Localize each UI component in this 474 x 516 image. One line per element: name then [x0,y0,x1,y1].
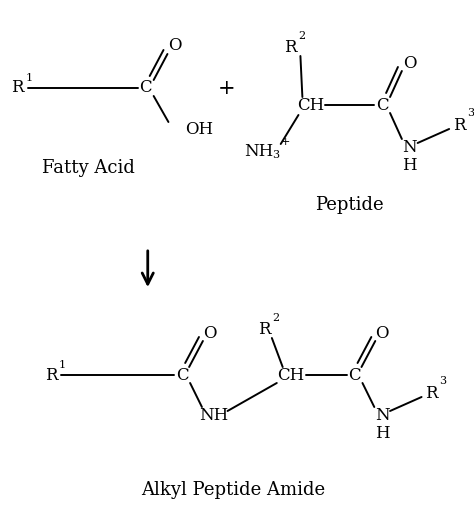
Text: R: R [11,79,24,96]
Text: NH: NH [245,143,273,160]
Text: Alkyl Peptide Amide: Alkyl Peptide Amide [141,481,326,499]
Text: R: R [258,321,270,338]
Text: +: + [218,78,236,98]
Text: C: C [376,96,389,114]
Text: OH: OH [185,121,213,138]
Text: 1: 1 [26,73,33,83]
Text: 1: 1 [59,360,66,370]
Text: R: R [45,366,57,383]
Text: 2: 2 [299,31,306,41]
Text: O: O [203,325,217,342]
Text: R: R [284,40,297,56]
Text: 3: 3 [439,376,447,386]
Text: C: C [348,366,361,383]
Text: CH: CH [297,96,324,114]
Text: O: O [169,38,182,55]
Text: H: H [375,425,390,442]
Text: 2: 2 [272,313,279,323]
Text: C: C [176,366,189,383]
Text: O: O [403,55,417,72]
Text: CH: CH [277,366,304,383]
Text: N: N [375,407,390,424]
Text: N: N [402,138,417,155]
Text: C: C [139,79,152,96]
Text: 3: 3 [272,150,279,160]
Text: H: H [402,156,417,173]
Text: Fatty Acid: Fatty Acid [42,159,135,177]
Text: 3: 3 [467,108,474,118]
Text: R: R [425,384,438,401]
Text: NH: NH [199,407,228,424]
Text: R: R [453,117,465,134]
Text: +: + [281,137,290,147]
Text: Peptide: Peptide [315,196,384,214]
Text: O: O [375,325,389,342]
